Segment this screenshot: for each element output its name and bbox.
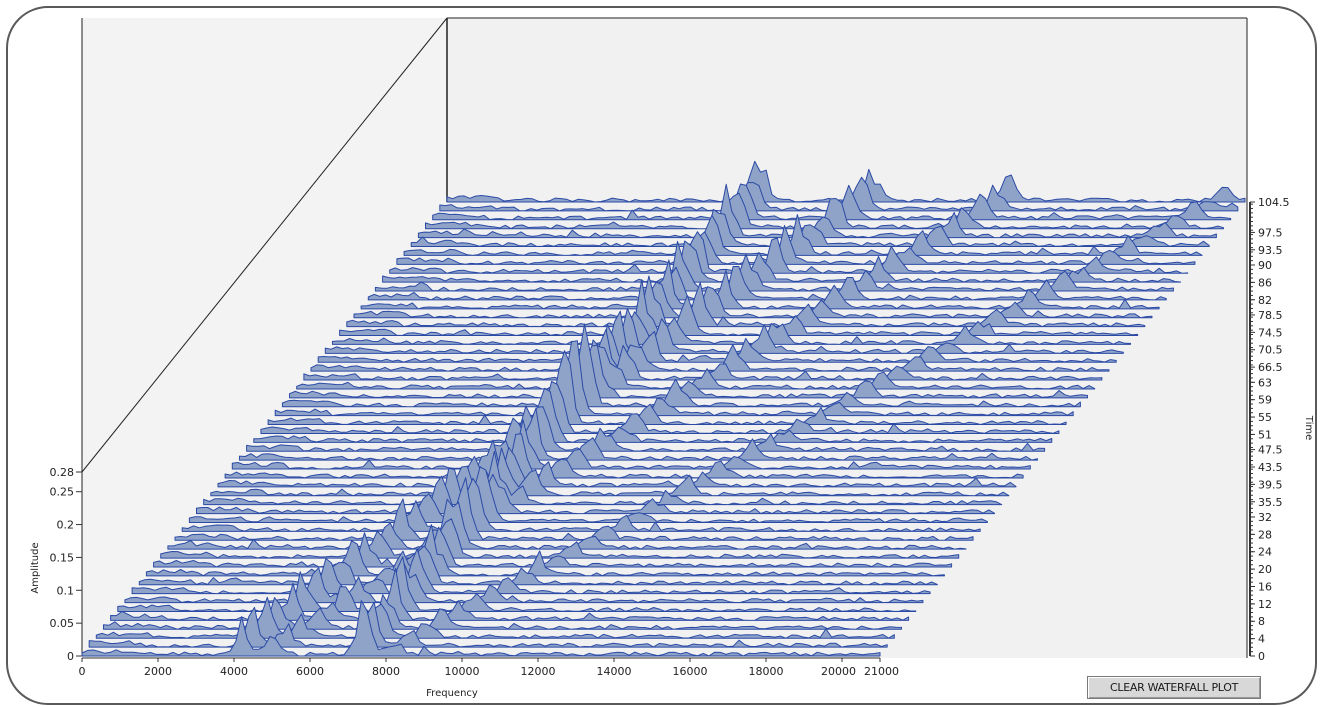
z-tick-label: 0: [1258, 650, 1265, 663]
x-tick-label: 2000: [144, 665, 172, 678]
waterfall-trace: [131, 548, 931, 595]
z-tick-label: 16: [1258, 580, 1272, 593]
waterfall-traces: [81, 160, 1246, 657]
z-tick-label: 97.5: [1258, 226, 1283, 239]
waterfall-trace: [238, 407, 1038, 461]
x-tick-label: 10000: [445, 665, 480, 678]
z-tick-label: 39.5: [1258, 478, 1283, 491]
waterfall-trace: [353, 281, 1153, 319]
z-tick-label: 43.5: [1258, 461, 1283, 474]
waterfall-trace: [310, 324, 1110, 372]
x-tick-label: 4000: [220, 665, 248, 678]
y-tick-label: 0.28: [50, 466, 75, 479]
waterfall-trace: [124, 563, 924, 604]
z-tick-label: 90: [1258, 259, 1272, 272]
z-axis-title: Time: [1303, 415, 1314, 440]
z-tick-label: 35.5: [1258, 496, 1283, 509]
left-wall: [82, 18, 447, 656]
waterfall-trace: [102, 594, 902, 630]
y-tick-label: 0.15: [50, 551, 75, 564]
waterfall-trace: [331, 311, 1131, 345]
waterfall-trace: [110, 567, 910, 621]
waterfall-trace: [281, 323, 1081, 408]
waterfall-trace: [253, 387, 1053, 443]
x-tick-label: 12000: [521, 665, 556, 678]
waterfall-trace: [231, 419, 1031, 470]
y-tick-label: 0.25: [50, 486, 75, 499]
z-tick-label: 47.5: [1258, 444, 1283, 457]
y-tick-label: 0: [67, 650, 74, 663]
x-axis-title: Frequency: [426, 688, 478, 699]
x-tick-label: 0: [79, 665, 86, 678]
z-tick-label: 28: [1258, 528, 1272, 541]
x-tick-label: 16000: [673, 665, 708, 678]
waterfall-trace: [360, 259, 1160, 310]
waterfall-trace: [317, 310, 1117, 363]
z-tick-label: 82: [1258, 294, 1272, 307]
waterfall-trace: [324, 308, 1124, 354]
waterfall-trace: [339, 279, 1139, 337]
waterfall-trace: [417, 183, 1217, 239]
waterfall-trace: [396, 225, 1196, 265]
x-tick-label: 8000: [372, 665, 400, 678]
waterfall-trace: [188, 466, 988, 523]
z-tick-label: 63: [1258, 376, 1272, 389]
x-tick-label: 6000: [296, 665, 324, 678]
waterfall-trace: [160, 518, 960, 559]
x-tick-label: 20000: [821, 665, 856, 678]
z-tick-label: 104.5: [1258, 196, 1290, 209]
z-tick-label: 59: [1258, 394, 1272, 407]
waterfall-trace: [210, 447, 1010, 497]
waterfall-trace: [274, 340, 1074, 417]
waterfall-trace: [95, 596, 895, 639]
waterfall-trace: [88, 601, 888, 648]
z-tick-label: 74.5: [1258, 326, 1283, 339]
waterfall-trace: [410, 208, 1210, 248]
waterfall-trace: [246, 405, 1046, 452]
waterfall-trace: [81, 600, 881, 657]
z-tick-label: 4: [1258, 633, 1265, 646]
waterfall-trace: [153, 526, 953, 568]
waterfall-trace: [367, 266, 1167, 301]
waterfall-trace: [346, 275, 1146, 328]
waterfall-trace: [138, 545, 938, 586]
waterfall-trace: [224, 433, 1024, 479]
x-tick-label: 18000: [749, 665, 784, 678]
waterfall-trace: [203, 450, 1003, 506]
waterfall-trace: [181, 477, 981, 532]
z-tick-label: 55: [1258, 411, 1272, 424]
z-tick-label: 8: [1258, 615, 1265, 628]
z-tick-label: 93.5: [1258, 244, 1283, 257]
z-tick-label: 86: [1258, 276, 1272, 289]
waterfall-trace: [403, 214, 1203, 256]
waterfall-trace: [260, 381, 1060, 434]
plot-axes: 0 2000 4000 6000 8000 10000 12000 14000 16000 180…: [50, 196, 1290, 678]
y-axis-title: Amplitude: [30, 542, 41, 593]
y-tick-label: 0.2: [57, 519, 75, 532]
z-tick-label: 12: [1258, 598, 1272, 611]
z-tick-label: 66.5: [1258, 361, 1283, 374]
waterfall-trace: [296, 339, 1096, 390]
z-tick-label: 32: [1258, 511, 1272, 524]
waterfall-trace: [267, 350, 1067, 426]
waterfall-trace: [174, 477, 974, 541]
waterfall-trace: [117, 556, 917, 612]
clear-waterfall-plot-button[interactable]: CLEAR WATERFALL PLOT: [1087, 676, 1261, 699]
top-diagonal-edge: [81, 17, 448, 473]
x-tick-label: 14000: [597, 665, 632, 678]
y-tick-label: 0.1: [57, 584, 75, 597]
waterfall-trace: [217, 447, 1017, 488]
waterfall-trace: [289, 344, 1089, 399]
z-tick-label: 51: [1258, 428, 1272, 441]
z-tick-label: 24: [1258, 546, 1272, 559]
waterfall-trace: [196, 473, 996, 515]
z-tick-label: 78.5: [1258, 309, 1283, 322]
y-tick-label: 0.05: [50, 617, 75, 630]
z-tick-label: 70.5: [1258, 344, 1283, 357]
x-tick-label: 21000: [864, 665, 899, 678]
waterfall-trace: [389, 231, 1189, 274]
z-tick-label: 20: [1258, 563, 1272, 576]
